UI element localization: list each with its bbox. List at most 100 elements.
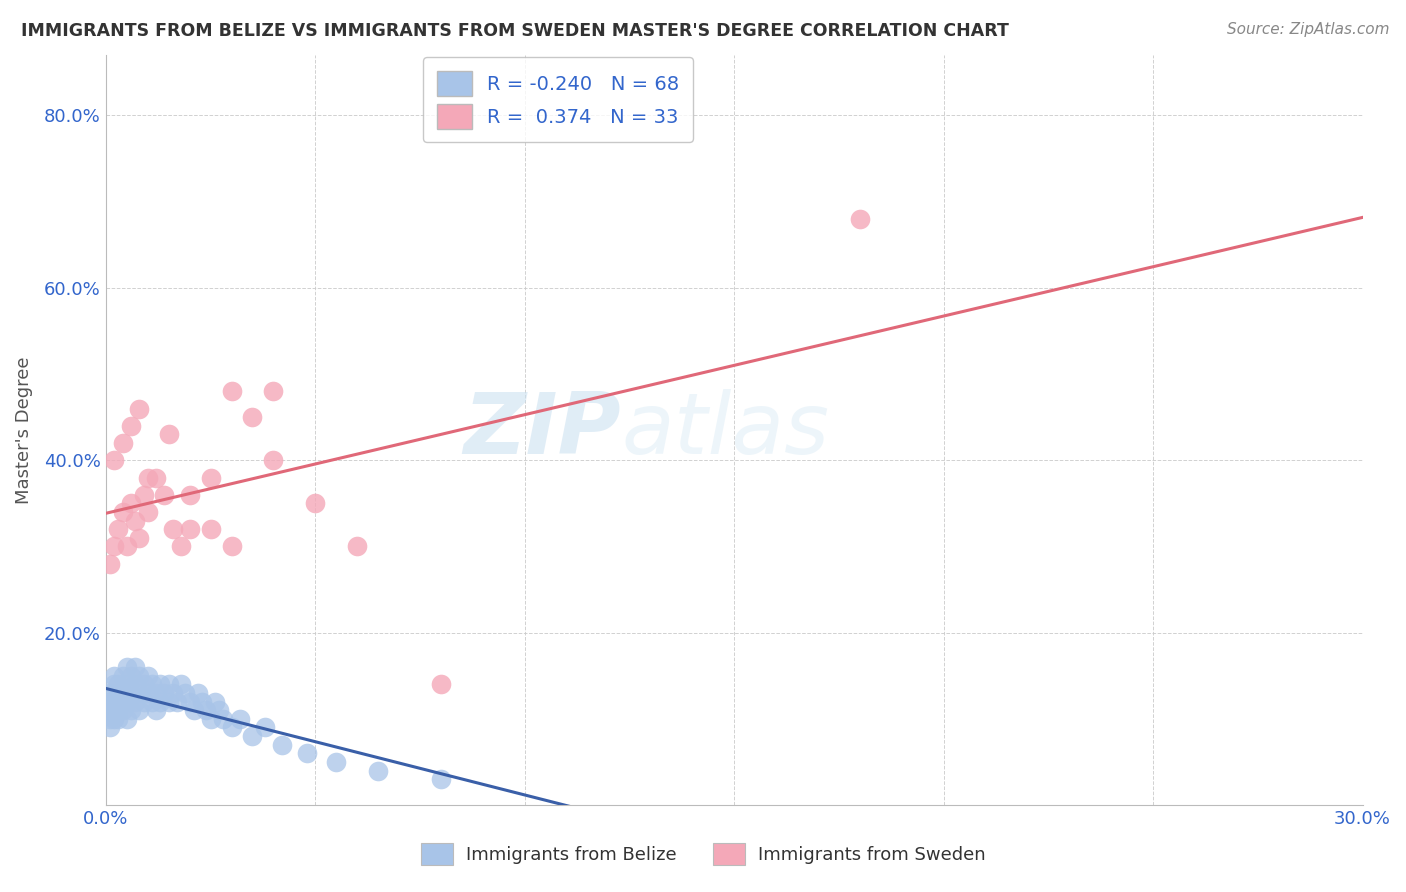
Point: [111, 703, 134, 717]
Point: [98, 557, 121, 571]
Point: [430, 772, 453, 787]
Point: [229, 712, 252, 726]
Point: [115, 677, 138, 691]
Point: [128, 531, 150, 545]
Point: [849, 211, 872, 226]
Point: [98, 695, 121, 709]
Point: [103, 686, 125, 700]
Point: [191, 695, 214, 709]
Point: [111, 695, 134, 709]
Point: [183, 703, 205, 717]
Point: [103, 453, 125, 467]
Point: [103, 677, 125, 691]
Point: [262, 453, 284, 467]
Point: [346, 540, 368, 554]
Point: [98, 686, 121, 700]
Point: [149, 677, 172, 691]
Point: [145, 703, 167, 717]
Point: [141, 695, 163, 709]
Point: [115, 695, 138, 709]
Point: [128, 686, 150, 700]
Point: [115, 540, 138, 554]
Point: [157, 427, 180, 442]
Point: [430, 677, 453, 691]
Point: [128, 703, 150, 717]
Point: [141, 677, 163, 691]
Point: [107, 695, 129, 709]
Point: [200, 712, 222, 726]
Point: [166, 695, 188, 709]
Point: [120, 496, 142, 510]
Point: [132, 677, 155, 691]
Point: [157, 677, 180, 691]
Point: [128, 669, 150, 683]
Point: [304, 496, 326, 510]
Point: [149, 695, 172, 709]
Point: [107, 522, 129, 536]
Point: [270, 738, 292, 752]
Point: [153, 488, 176, 502]
Point: [242, 729, 264, 743]
Point: [132, 695, 155, 709]
Point: [262, 384, 284, 399]
Point: [136, 686, 159, 700]
Point: [157, 695, 180, 709]
Point: [204, 695, 226, 709]
Point: [120, 418, 142, 433]
Point: [128, 401, 150, 416]
Point: [212, 712, 235, 726]
Point: [103, 695, 125, 709]
Point: [103, 703, 125, 717]
Point: [124, 514, 146, 528]
Point: [136, 505, 159, 519]
Point: [153, 686, 176, 700]
Point: [187, 686, 209, 700]
Point: [179, 695, 201, 709]
Point: [132, 488, 155, 502]
Text: atlas: atlas: [621, 389, 830, 472]
Point: [111, 436, 134, 450]
Point: [367, 764, 389, 778]
Point: [124, 695, 146, 709]
Point: [136, 669, 159, 683]
Point: [103, 540, 125, 554]
Y-axis label: Master's Degree: Master's Degree: [15, 357, 32, 504]
Point: [221, 721, 243, 735]
Point: [162, 686, 184, 700]
Point: [174, 686, 197, 700]
Point: [107, 703, 129, 717]
Point: [111, 669, 134, 683]
Point: [295, 747, 318, 761]
Point: [200, 470, 222, 484]
Point: [145, 686, 167, 700]
Point: [107, 686, 129, 700]
Point: [195, 703, 218, 717]
Point: [208, 703, 231, 717]
Point: [111, 505, 134, 519]
Point: [254, 721, 277, 735]
Point: [115, 712, 138, 726]
Point: [221, 384, 243, 399]
Point: [98, 721, 121, 735]
Point: [170, 540, 193, 554]
Legend: R = -0.240   N = 68, R =  0.374   N = 33: R = -0.240 N = 68, R = 0.374 N = 33: [423, 57, 693, 143]
Text: ZIP: ZIP: [464, 389, 621, 472]
Point: [221, 540, 243, 554]
Point: [115, 660, 138, 674]
Point: [107, 712, 129, 726]
Point: [103, 669, 125, 683]
Point: [103, 712, 125, 726]
Point: [124, 677, 146, 691]
Legend: Immigrants from Belize, Immigrants from Sweden: Immigrants from Belize, Immigrants from …: [413, 836, 993, 872]
Point: [325, 755, 347, 769]
Point: [200, 522, 222, 536]
Point: [120, 703, 142, 717]
Point: [162, 522, 184, 536]
Point: [107, 677, 129, 691]
Point: [170, 677, 193, 691]
Point: [98, 703, 121, 717]
Point: [136, 470, 159, 484]
Point: [111, 686, 134, 700]
Text: IMMIGRANTS FROM BELIZE VS IMMIGRANTS FROM SWEDEN MASTER'S DEGREE CORRELATION CHA: IMMIGRANTS FROM BELIZE VS IMMIGRANTS FRO…: [21, 22, 1010, 40]
Point: [179, 522, 201, 536]
